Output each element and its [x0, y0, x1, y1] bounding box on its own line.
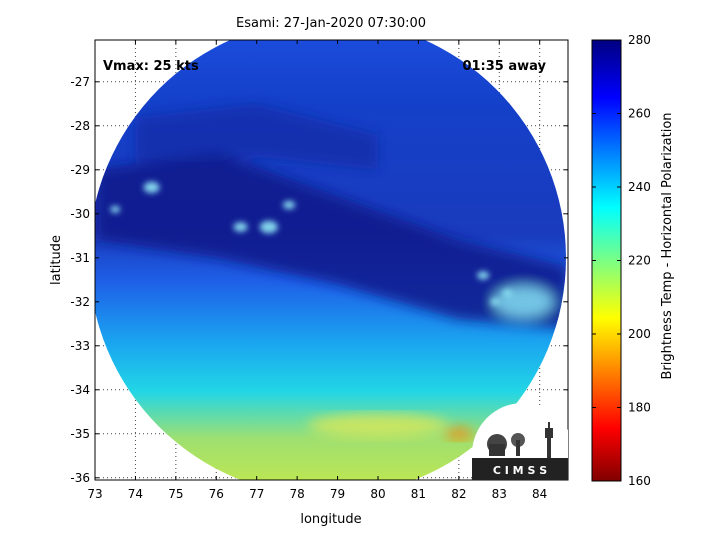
colorbar-tick-label: 220: [628, 254, 651, 268]
y-tick-label: -30: [70, 207, 90, 221]
x-tick-label: 77: [249, 487, 264, 501]
y-axis-ticks: -27 -28 -29 -30 -31 -32 -33 -34 -35 -36: [70, 75, 568, 485]
logo-text: C I M S S: [493, 464, 547, 477]
x-tick-label: 83: [492, 487, 507, 501]
warm-spot: [444, 427, 473, 440]
x-tick-label: 82: [451, 487, 466, 501]
convective-cells: [110, 136, 548, 306]
colorbar-tick-label: 160: [628, 474, 651, 488]
y-tick-label: -36: [70, 471, 90, 485]
chart-title: Esami: 27-Jan-2020 07:30:00: [236, 16, 426, 31]
colorbar: [591, 39, 622, 482]
x-tick-label: 84: [532, 487, 547, 501]
colorbar-tick-label: 240: [628, 180, 651, 194]
y-tick-label: -33: [70, 339, 90, 353]
colorbar-tick-label: 200: [628, 327, 651, 341]
y-tick-label: -35: [70, 427, 90, 441]
cold-band: [95, 152, 566, 329]
colorbar-label: Brightness Temp - Horizontal Polarizatio…: [660, 112, 675, 379]
convective-cell: [110, 205, 121, 213]
x-tick-label: 73: [87, 487, 102, 501]
y-axis-label: latitude: [49, 235, 64, 285]
x-tick-label: 79: [330, 487, 345, 501]
x-axis-label: longitude: [300, 512, 361, 527]
colorbar-tick-label: 280: [628, 33, 651, 47]
x-tick-label: 75: [168, 487, 183, 501]
cimss-logo: C I M S S: [472, 403, 568, 480]
colorbar-tick-label: 180: [628, 401, 651, 415]
y-tick-label: -29: [70, 163, 90, 177]
cold-band-north: [135, 103, 378, 170]
warm-region-se: [493, 285, 554, 318]
vmax-annotation: Vmax: 25 kts: [103, 59, 199, 74]
x-tick-label: 74: [128, 487, 143, 501]
y-tick-label: -32: [70, 295, 90, 309]
yellow-band: [307, 413, 448, 437]
swath-image: [95, 40, 566, 480]
convective-cell: [233, 222, 248, 232]
y-tick-label: -27: [70, 75, 90, 89]
colorbar-ticks: 280 260 240 220 200 180 160: [592, 33, 651, 488]
convective-cell: [477, 271, 490, 280]
x-tick-label: 78: [289, 487, 304, 501]
time-away-annotation: 01:35 away: [462, 59, 546, 74]
y-tick-label: -28: [70, 119, 90, 133]
convective-cell: [143, 181, 160, 193]
x-tick-label: 80: [370, 487, 385, 501]
convective-cell: [259, 220, 278, 234]
axes-box: [94, 39, 569, 481]
convective-cell: [490, 298, 501, 306]
y-tick-label: -31: [70, 251, 90, 265]
x-tick-label: 81: [411, 487, 426, 501]
convective-cell: [283, 200, 296, 210]
y-tick-label: -34: [70, 383, 90, 397]
colorbar-tick-label: 260: [628, 107, 651, 121]
convective-cell: [502, 289, 513, 297]
x-tick-label: 76: [209, 487, 224, 501]
